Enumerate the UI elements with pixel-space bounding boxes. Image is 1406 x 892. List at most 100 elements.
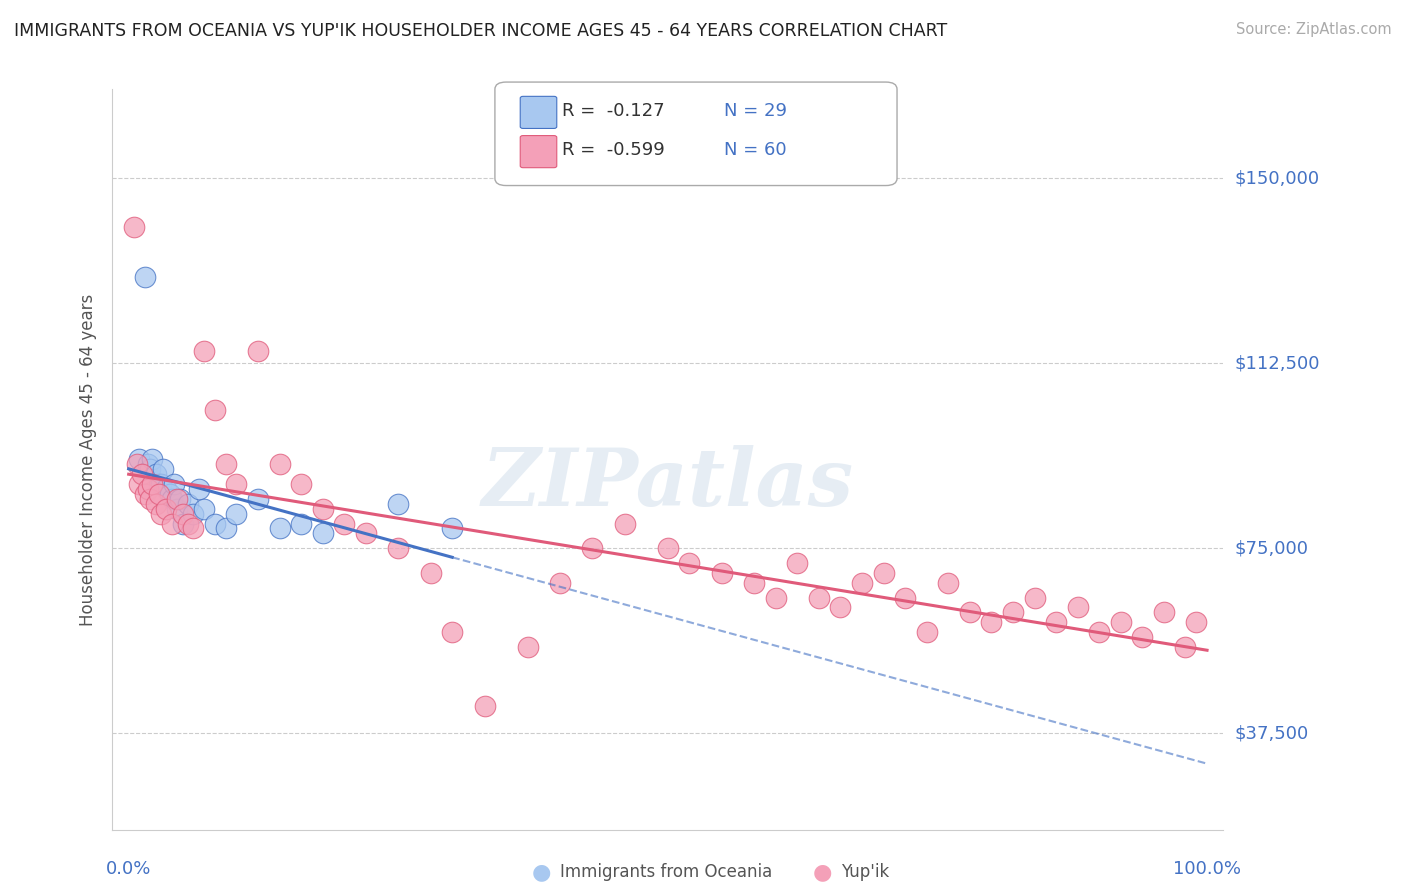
Point (172, 507, 194, 521)
Point (516, 640, 538, 654)
Point (134, 269, 156, 284)
Point (959, 606, 981, 620)
Point (312, 526, 335, 541)
Point (581, 541, 603, 556)
Point (172, 516, 194, 531)
Point (786, 556, 808, 570)
Text: $112,500: $112,500 (1234, 354, 1320, 372)
Text: N = 60: N = 60 (724, 141, 787, 159)
Point (354, 526, 377, 541)
Point (657, 541, 679, 556)
Point (936, 575, 959, 590)
Point (187, 482, 209, 496)
Point (159, 487, 181, 501)
Text: Immigrants from Oceania: Immigrants from Oceania (560, 863, 772, 881)
Point (387, 497, 409, 511)
Point (166, 491, 188, 506)
Text: ●: ● (531, 863, 551, 882)
Point (333, 516, 356, 531)
Point (163, 477, 186, 491)
Point (419, 566, 441, 580)
Point (710, 566, 733, 580)
Point (269, 521, 291, 535)
Point (742, 575, 765, 590)
Point (177, 497, 200, 511)
Point (122, 220, 145, 235)
Point (1001, 606, 1024, 620)
Point (128, 452, 150, 467)
Point (177, 516, 200, 531)
Point (441, 625, 464, 640)
Text: R =  -0.127: R = -0.127 (562, 102, 665, 120)
Y-axis label: Householder Income Ages 45 - 64 years: Householder Income Ages 45 - 64 years (79, 293, 97, 625)
Point (312, 501, 335, 516)
Point (166, 501, 188, 516)
Point (148, 477, 170, 491)
Point (1174, 640, 1197, 654)
Point (204, 516, 226, 531)
Point (1130, 630, 1153, 644)
Point (225, 507, 247, 521)
Point (269, 458, 291, 472)
Point (894, 591, 917, 605)
Point (215, 458, 238, 472)
Point (1088, 625, 1111, 640)
Point (474, 699, 496, 714)
Point (1066, 600, 1088, 615)
Point (678, 556, 700, 570)
Point (193, 501, 215, 516)
Point (141, 452, 163, 467)
Point (290, 516, 312, 531)
Point (145, 467, 167, 482)
Point (136, 458, 159, 472)
Point (247, 343, 270, 358)
Point (807, 591, 830, 605)
Text: $37,500: $37,500 (1234, 724, 1309, 742)
Point (152, 462, 174, 476)
Point (915, 625, 938, 640)
Text: R =  -0.599: R = -0.599 (562, 141, 665, 159)
Text: N = 29: N = 29 (724, 102, 787, 120)
Point (225, 477, 247, 491)
Point (204, 403, 226, 417)
Point (150, 477, 173, 491)
Point (1153, 606, 1175, 620)
Point (548, 575, 571, 590)
Text: $150,000: $150,000 (1234, 169, 1319, 187)
Text: ●: ● (813, 863, 832, 882)
Point (150, 507, 173, 521)
Point (141, 477, 163, 491)
Point (128, 477, 150, 491)
Point (851, 575, 873, 590)
Point (290, 477, 312, 491)
Point (387, 541, 409, 556)
Point (1109, 615, 1132, 630)
Text: ZIPatlas: ZIPatlas (482, 445, 853, 523)
Point (155, 501, 177, 516)
Point (872, 566, 894, 580)
Point (980, 615, 1002, 630)
Point (139, 491, 162, 506)
Point (160, 491, 183, 506)
Point (183, 521, 205, 535)
Point (1045, 615, 1067, 630)
Point (183, 507, 205, 521)
Text: Yup'ik: Yup'ik (841, 863, 889, 881)
Point (441, 521, 464, 535)
Point (193, 343, 215, 358)
Point (613, 516, 636, 531)
Point (1024, 591, 1046, 605)
Text: Source: ZipAtlas.com: Source: ZipAtlas.com (1236, 22, 1392, 37)
Point (215, 521, 238, 535)
Point (247, 491, 270, 506)
Point (145, 497, 167, 511)
Text: $75,000: $75,000 (1234, 540, 1309, 558)
Point (131, 467, 153, 482)
Point (830, 600, 852, 615)
Text: 0.0%: 0.0% (105, 860, 152, 878)
Point (765, 591, 787, 605)
Point (1185, 615, 1208, 630)
Point (139, 462, 162, 476)
Point (134, 487, 156, 501)
Point (169, 491, 191, 506)
